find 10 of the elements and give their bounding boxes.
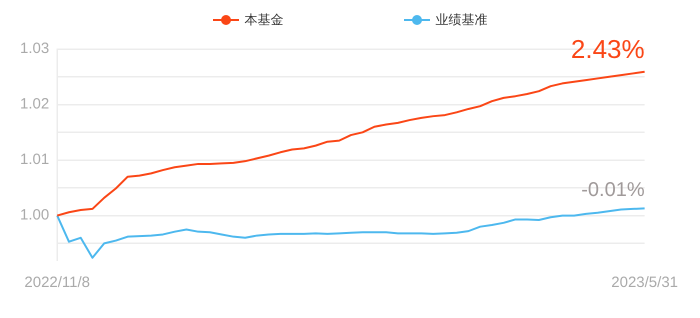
x-tick-label: 2022/11/8 [24, 274, 90, 292]
annotation: -0.01% [581, 178, 645, 201]
y-tick-label: 1.00 [20, 206, 50, 224]
x-tick-label: 2023/5/31 [611, 274, 678, 292]
legend-label: 本基金 [244, 11, 284, 29]
y-tick-label: 1.02 [20, 96, 50, 113]
legend-label: 业绩基准 [436, 11, 488, 29]
annotation: 2.43% [570, 34, 645, 64]
y-tick-label: 1.01 [20, 151, 50, 168]
y-tick-label: 1.03 [20, 40, 50, 58]
